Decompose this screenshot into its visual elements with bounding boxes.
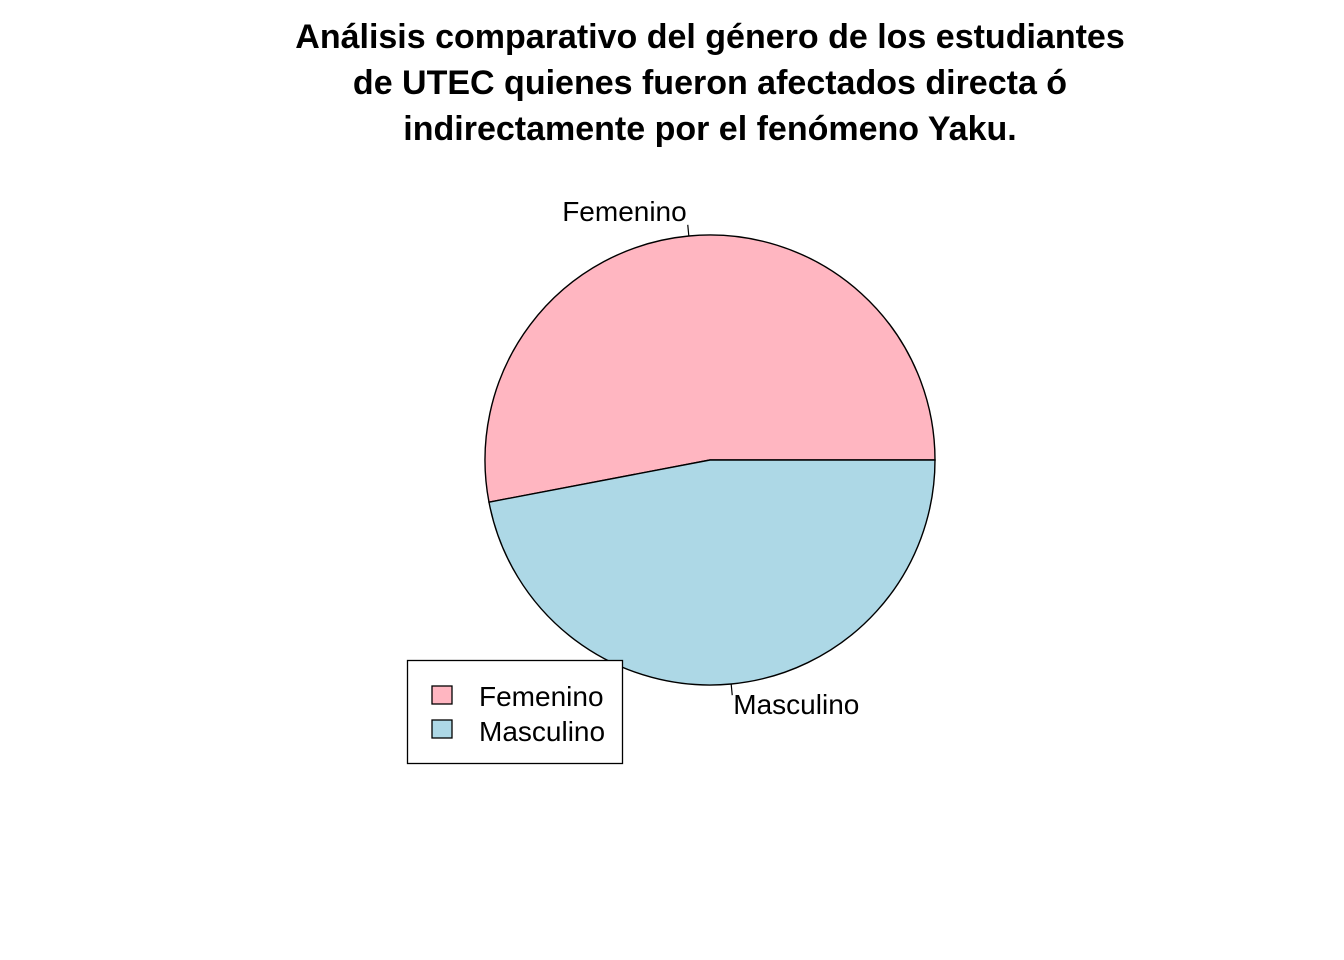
pie-label-tick-masculino [730, 683, 733, 696]
pie-slice-masculino [488, 459, 936, 686]
legend: Femenino Masculino [406, 659, 624, 765]
pie-slices [484, 234, 936, 686]
legend-label-femenino: Femenino [479, 681, 604, 712]
pie-labels: Femenino Masculino [562, 196, 859, 720]
legend-swatch-masculino [431, 719, 453, 739]
legend-label-masculino: Masculino [479, 716, 605, 747]
pie-slice-femenino [484, 234, 936, 503]
chart-title-line-1: Análisis comparativo del género de los e… [295, 18, 1125, 56]
chart-title-line-2: de UTEC quienes fueron afectados directa… [352, 64, 1068, 102]
chart-title-line-3: indirectamente por el fenómeno Yaku. [403, 110, 1017, 148]
pie-label-femenino: Femenino [562, 196, 687, 227]
chart-title: Análisis comparativo del género de los e… [210, 14, 1210, 152]
pie-label-tick-femenino [687, 224, 690, 237]
pie-label-masculino: Masculino [733, 689, 859, 720]
legend-box [406, 659, 624, 765]
legend-swatch-femenino [431, 685, 453, 705]
